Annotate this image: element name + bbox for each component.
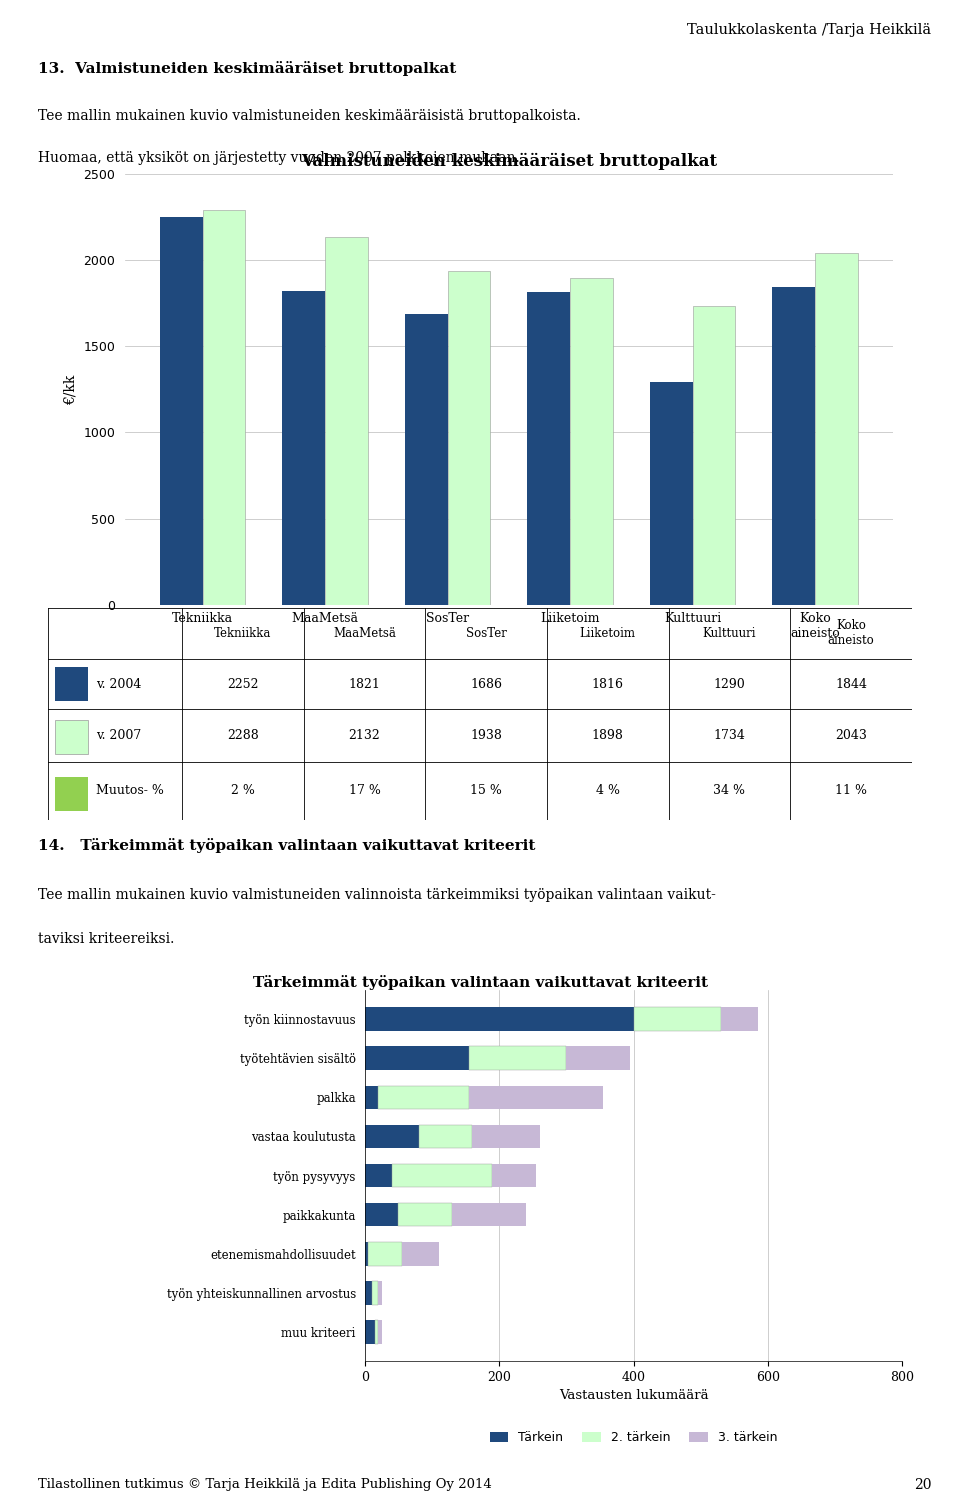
Bar — [325, 237, 368, 605]
Bar — [365, 1243, 369, 1266]
Text: v. 2004: v. 2004 — [96, 677, 142, 691]
Bar — [492, 1164, 537, 1187]
Text: 1686: 1686 — [470, 677, 502, 691]
Bar — [692, 305, 735, 605]
Bar — [452, 1204, 526, 1226]
Bar — [650, 383, 692, 605]
Text: MaaMetsä: MaaMetsä — [333, 627, 396, 640]
Text: 1821: 1821 — [348, 677, 380, 691]
Bar — [401, 1243, 439, 1266]
Bar — [282, 290, 325, 605]
Title: Valmistuneiden keskimääräiset bruttopalkat: Valmistuneiden keskimääräiset bruttopalk… — [300, 153, 717, 169]
Text: Tee mallin mukainen kuvio valmistuneiden keskimääräisistä bruttopalkoista.: Tee mallin mukainen kuvio valmistuneiden… — [38, 109, 581, 124]
Text: 17 %: 17 % — [348, 785, 380, 797]
Bar — [472, 1125, 540, 1148]
Text: Taulukkolaskenta /Tarja Heikkilä: Taulukkolaskenta /Tarja Heikkilä — [687, 23, 931, 38]
X-axis label: Vastausten lukumäärä: Vastausten lukumäärä — [559, 1390, 708, 1402]
Bar — [365, 1046, 469, 1070]
Text: Tekniikka: Tekniikka — [214, 627, 272, 640]
Text: Liiketoim: Liiketoim — [580, 627, 636, 640]
Legend: Tärkein, 2. tärkein, 3. tärkein: Tärkein, 2. tärkein, 3. tärkein — [485, 1426, 782, 1450]
Bar — [55, 667, 87, 702]
Bar — [159, 216, 203, 605]
Text: Huomaa, että yksiköt on järjestetty vuoden 2007 palkkojen mukaan.: Huomaa, että yksiköt on järjestetty vuod… — [38, 151, 520, 165]
Bar — [392, 1164, 492, 1187]
Text: 2252: 2252 — [227, 677, 258, 691]
Bar — [378, 1281, 382, 1305]
Bar — [570, 278, 612, 605]
Bar — [469, 1046, 566, 1070]
Text: 1816: 1816 — [591, 677, 624, 691]
Text: v. 2007: v. 2007 — [96, 729, 142, 742]
Bar — [566, 1046, 631, 1070]
Bar — [447, 271, 491, 605]
Text: 1898: 1898 — [592, 729, 624, 742]
Bar — [527, 292, 570, 605]
Bar — [365, 1320, 374, 1344]
Bar — [772, 287, 815, 605]
Bar — [634, 1007, 721, 1031]
Bar — [398, 1204, 452, 1226]
Bar — [815, 253, 858, 605]
Text: Muutos- %: Muutos- % — [96, 785, 164, 797]
Text: 20: 20 — [914, 1477, 931, 1492]
Text: 11 %: 11 % — [835, 785, 867, 797]
Bar — [365, 1281, 372, 1305]
Text: 1290: 1290 — [713, 677, 745, 691]
Bar — [419, 1125, 472, 1148]
Text: Tee mallin mukainen kuvio valmistuneiden valinnoista tärkeimmiksi työpaikan vali: Tee mallin mukainen kuvio valmistuneiden… — [38, 889, 716, 903]
Bar — [203, 210, 246, 605]
Bar — [374, 1320, 378, 1344]
Bar — [378, 1086, 469, 1108]
Bar — [55, 777, 87, 810]
Bar — [365, 1086, 378, 1108]
Text: 2288: 2288 — [227, 729, 258, 742]
Text: SosTer: SosTer — [466, 627, 507, 640]
Text: Tilastollinen tutkimus © Tarja Heikkilä ja Edita Publishing Oy 2014: Tilastollinen tutkimus © Tarja Heikkilä … — [38, 1479, 492, 1491]
Bar — [365, 1204, 398, 1226]
Bar — [469, 1086, 604, 1108]
Bar — [378, 1320, 382, 1344]
Text: 15 %: 15 % — [470, 785, 502, 797]
Text: 4 %: 4 % — [596, 785, 620, 797]
Bar — [405, 314, 447, 605]
Bar — [55, 720, 87, 754]
Y-axis label: €/kk: €/kk — [63, 373, 78, 405]
Text: 34 %: 34 % — [713, 785, 746, 797]
Text: Tärkeimmät työpaikan valintaan vaikuttavat kriteerit: Tärkeimmät työpaikan valintaan vaikuttav… — [252, 975, 708, 990]
Text: 14.   Tärkeimmät työpaikan valintaan vaikuttavat kriteerit: 14. Tärkeimmät työpaikan valintaan vaiku… — [38, 838, 536, 853]
Bar — [721, 1007, 758, 1031]
Bar — [365, 1125, 419, 1148]
Text: 1844: 1844 — [835, 677, 867, 691]
Text: taviksi kriteereiksi.: taviksi kriteereiksi. — [38, 931, 175, 947]
Text: Kulttuuri: Kulttuuri — [703, 627, 756, 640]
Text: Koko
aineisto: Koko aineisto — [828, 620, 875, 647]
Bar — [372, 1281, 378, 1305]
Text: 1938: 1938 — [470, 729, 502, 742]
Text: 2043: 2043 — [835, 729, 867, 742]
Bar — [365, 1164, 392, 1187]
Text: 13.  Valmistuneiden keskimääräiset bruttopalkat: 13. Valmistuneiden keskimääräiset brutto… — [38, 60, 457, 76]
Bar — [369, 1243, 402, 1266]
Text: 1734: 1734 — [713, 729, 745, 742]
Bar — [365, 1007, 634, 1031]
Text: 2132: 2132 — [348, 729, 380, 742]
Text: 2 %: 2 % — [230, 785, 254, 797]
